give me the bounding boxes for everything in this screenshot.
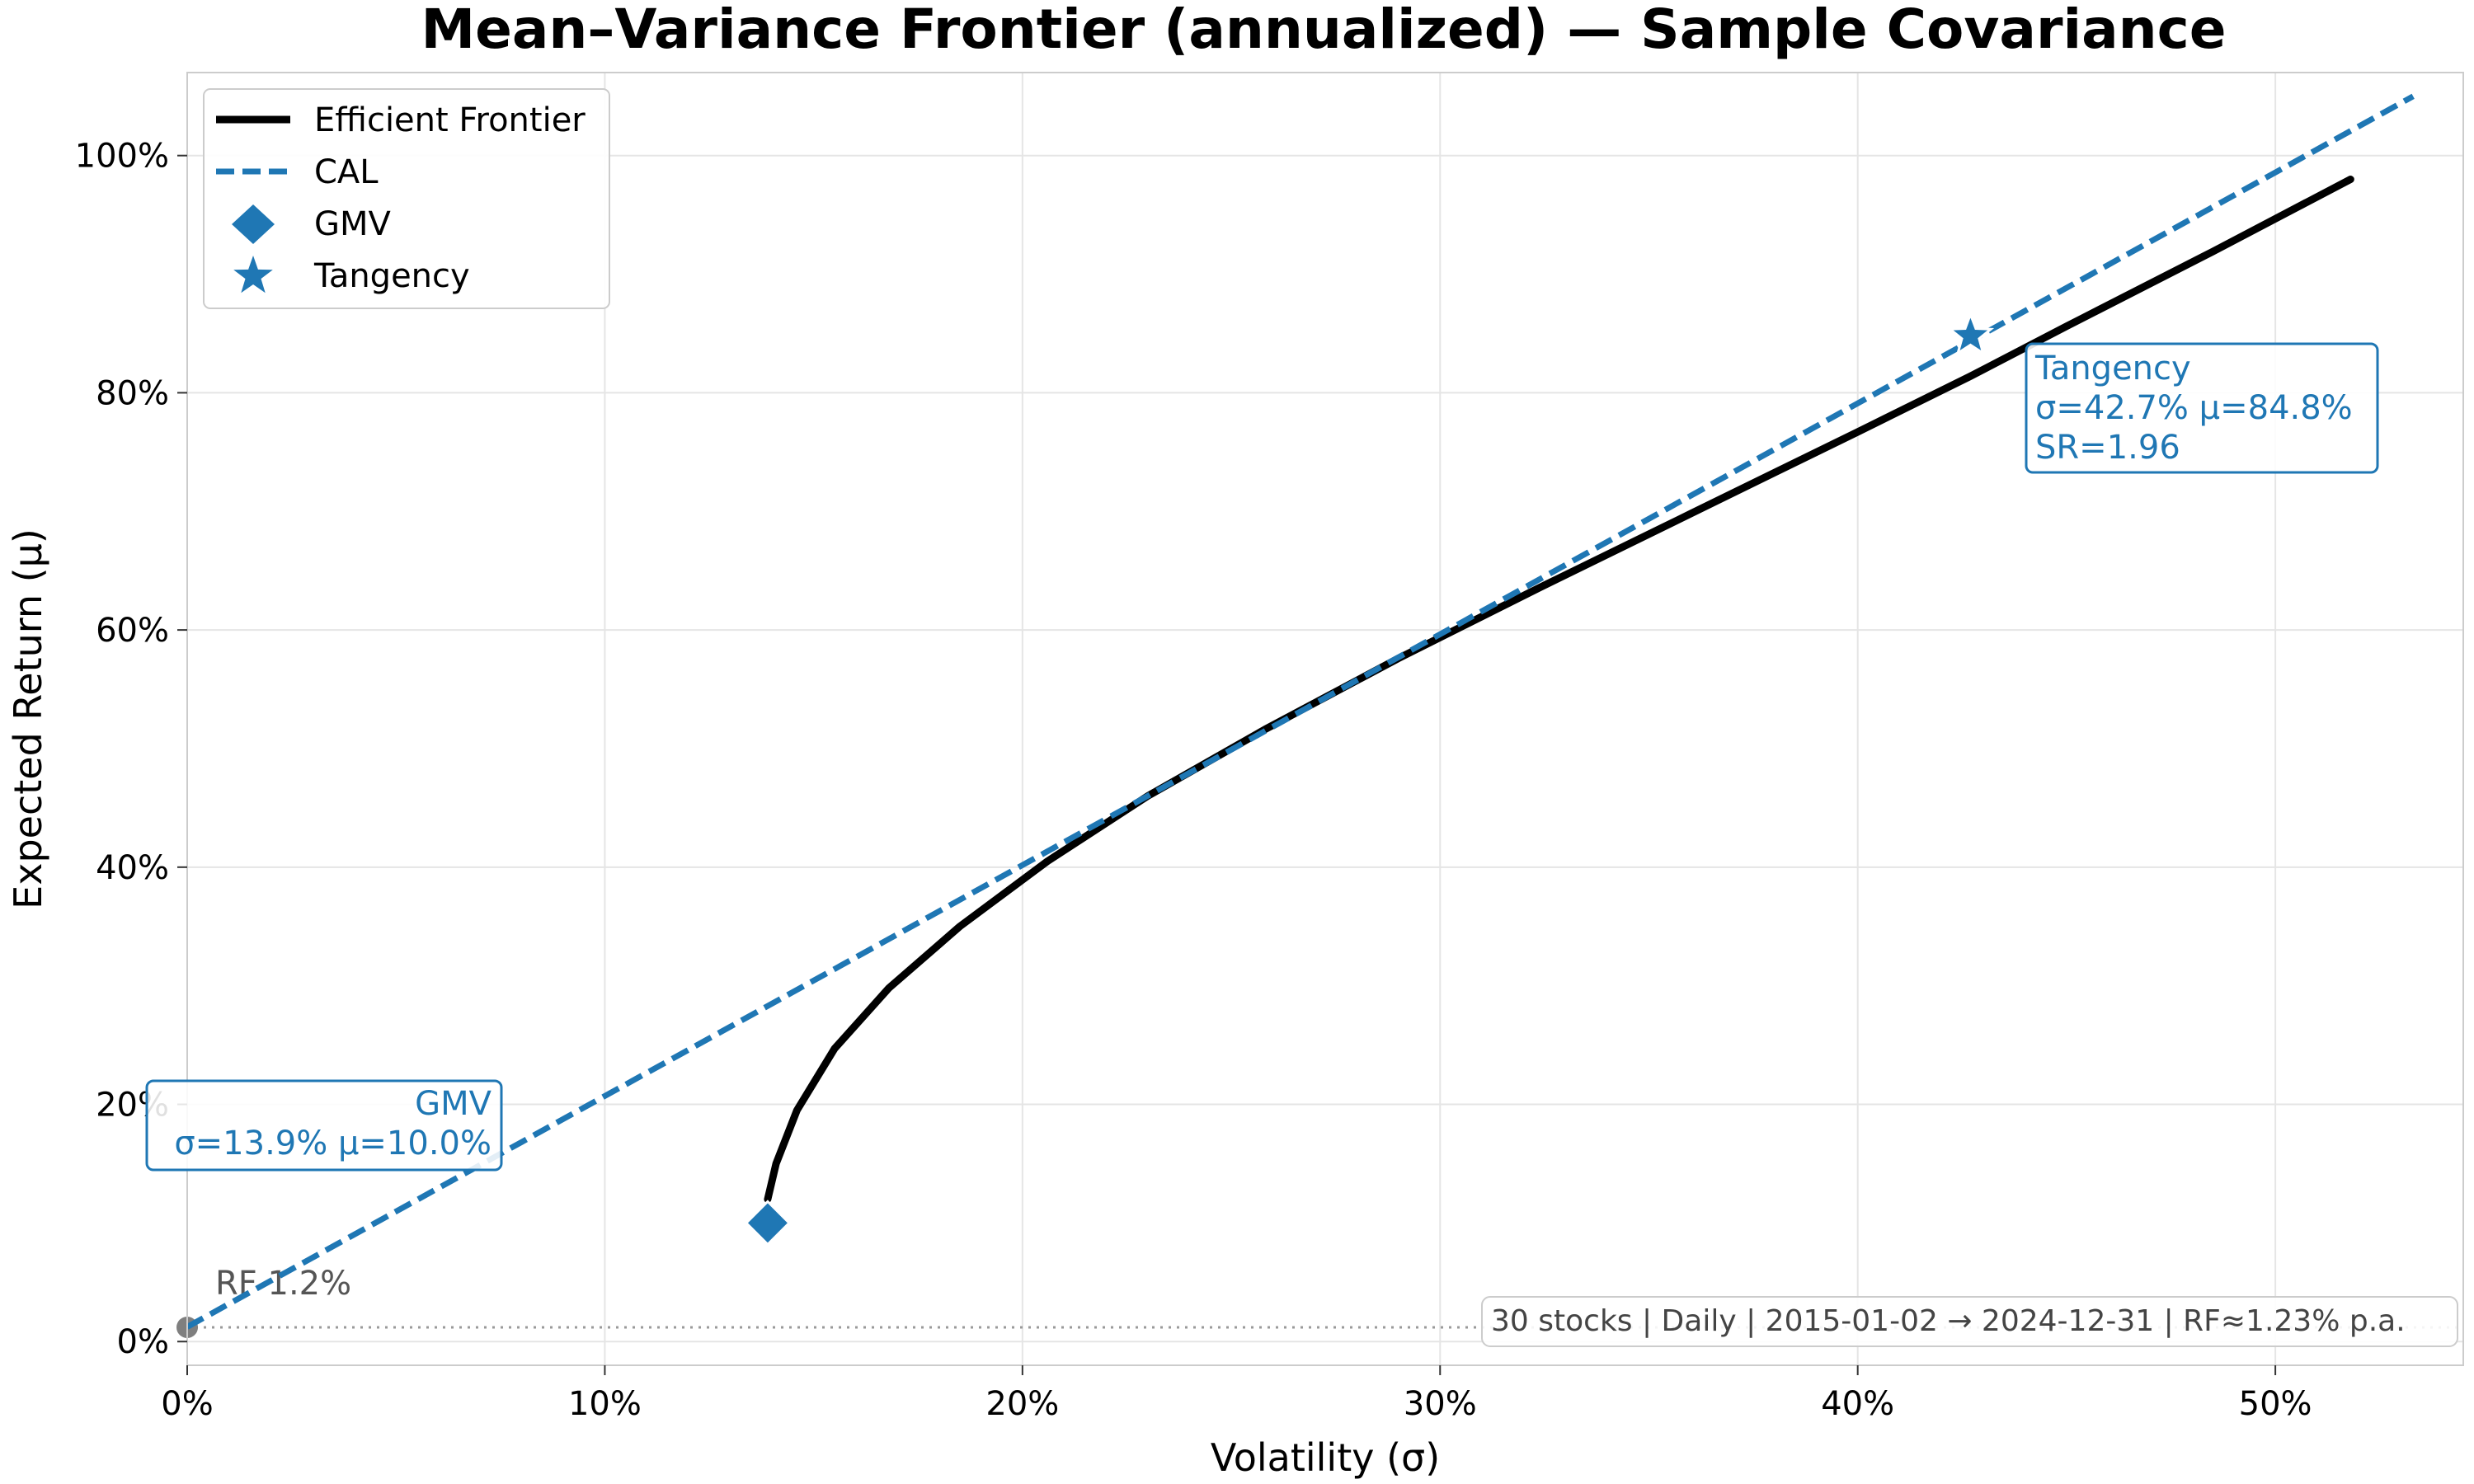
y-tick-label: 100%: [75, 138, 169, 176]
y-tick-label: 40%: [96, 849, 169, 887]
tangency-annotation-title: Tangency: [2034, 350, 2191, 387]
legend-tangency-star-icon: [233, 256, 273, 294]
x-tick-label: 30%: [1404, 1385, 1477, 1423]
tangency-point: [1946, 311, 1995, 356]
series-group: [187, 93, 2415, 1330]
y-axis-label: Expected Return (μ): [6, 528, 50, 909]
marker-group: [744, 311, 1995, 1247]
gmv-point: [744, 1200, 792, 1247]
y-tick-label: 0%: [117, 1323, 169, 1361]
efficient-frontier-line: [764, 176, 2354, 1204]
x-axis-label: Volatility (σ): [1211, 1435, 1440, 1480]
tangency-annotation: Tangency σ=42.7% μ=84.8% SR=1.96: [2025, 342, 2379, 474]
legend: Efficient Frontier CAL GMV Tangency: [203, 88, 610, 309]
legend-gmv-diamond-icon: [232, 204, 275, 244]
legend-cal-label: CAL: [314, 153, 379, 191]
gmv-annotation: GMV σ=13.9% μ=10.0%: [145, 1079, 503, 1172]
x-tick-label: 0%: [161, 1385, 213, 1423]
tangency-annotation-sharpe: SR=1.96: [2035, 429, 2180, 467]
footer-info: 30 stocks | Daily | 2015-01-02 → 2024-12…: [1481, 1296, 2458, 1347]
x-tick-label: 10%: [568, 1385, 642, 1423]
gmv-annotation-stats: σ=13.9% μ=10.0%: [174, 1125, 492, 1162]
legend-gmv-label: GMV: [314, 205, 392, 243]
gmv-annotation-title: GMV: [415, 1085, 492, 1123]
legend-frontier-label: Efficient Frontier: [314, 101, 586, 139]
x-tick-label: 50%: [2239, 1385, 2312, 1423]
plot-frame: [186, 72, 2464, 1366]
legend-tangency-label: Tangency: [313, 257, 470, 295]
x-tick-label: 20%: [985, 1385, 1059, 1423]
footer-info-text: 30 stocks | Daily | 2015-01-02 → 2024-12…: [1491, 1304, 2406, 1338]
x-tick-label: 40%: [1821, 1385, 1894, 1423]
y-tick-label: 60%: [96, 612, 169, 650]
chart-title: Mean–Variance Frontier (annualized) — Sa…: [421, 0, 2226, 61]
tangency-annotation-stats: σ=42.7% μ=84.8%: [2035, 389, 2353, 427]
y-tick-label: 80%: [96, 374, 169, 412]
y-axis-ticks: 0%20%40%60%80%100%: [75, 138, 187, 1361]
x-axis-ticks: 0% 10% 20% 30% 40% 50%: [161, 1365, 2312, 1423]
cal-line: [187, 93, 2415, 1330]
